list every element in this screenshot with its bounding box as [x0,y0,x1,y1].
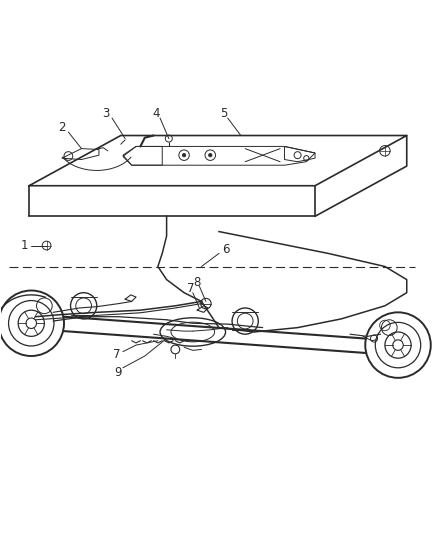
Text: 7: 7 [113,348,120,361]
Text: 3: 3 [102,107,109,120]
Text: 7: 7 [187,282,194,295]
Text: 5: 5 [220,107,227,120]
Text: 2: 2 [58,121,66,134]
Text: 8: 8 [194,276,201,289]
Text: 6: 6 [222,244,230,256]
Circle shape [182,154,186,157]
Text: 4: 4 [152,107,159,120]
Text: 1: 1 [21,239,28,252]
Text: 9: 9 [114,366,121,378]
Circle shape [208,154,212,157]
